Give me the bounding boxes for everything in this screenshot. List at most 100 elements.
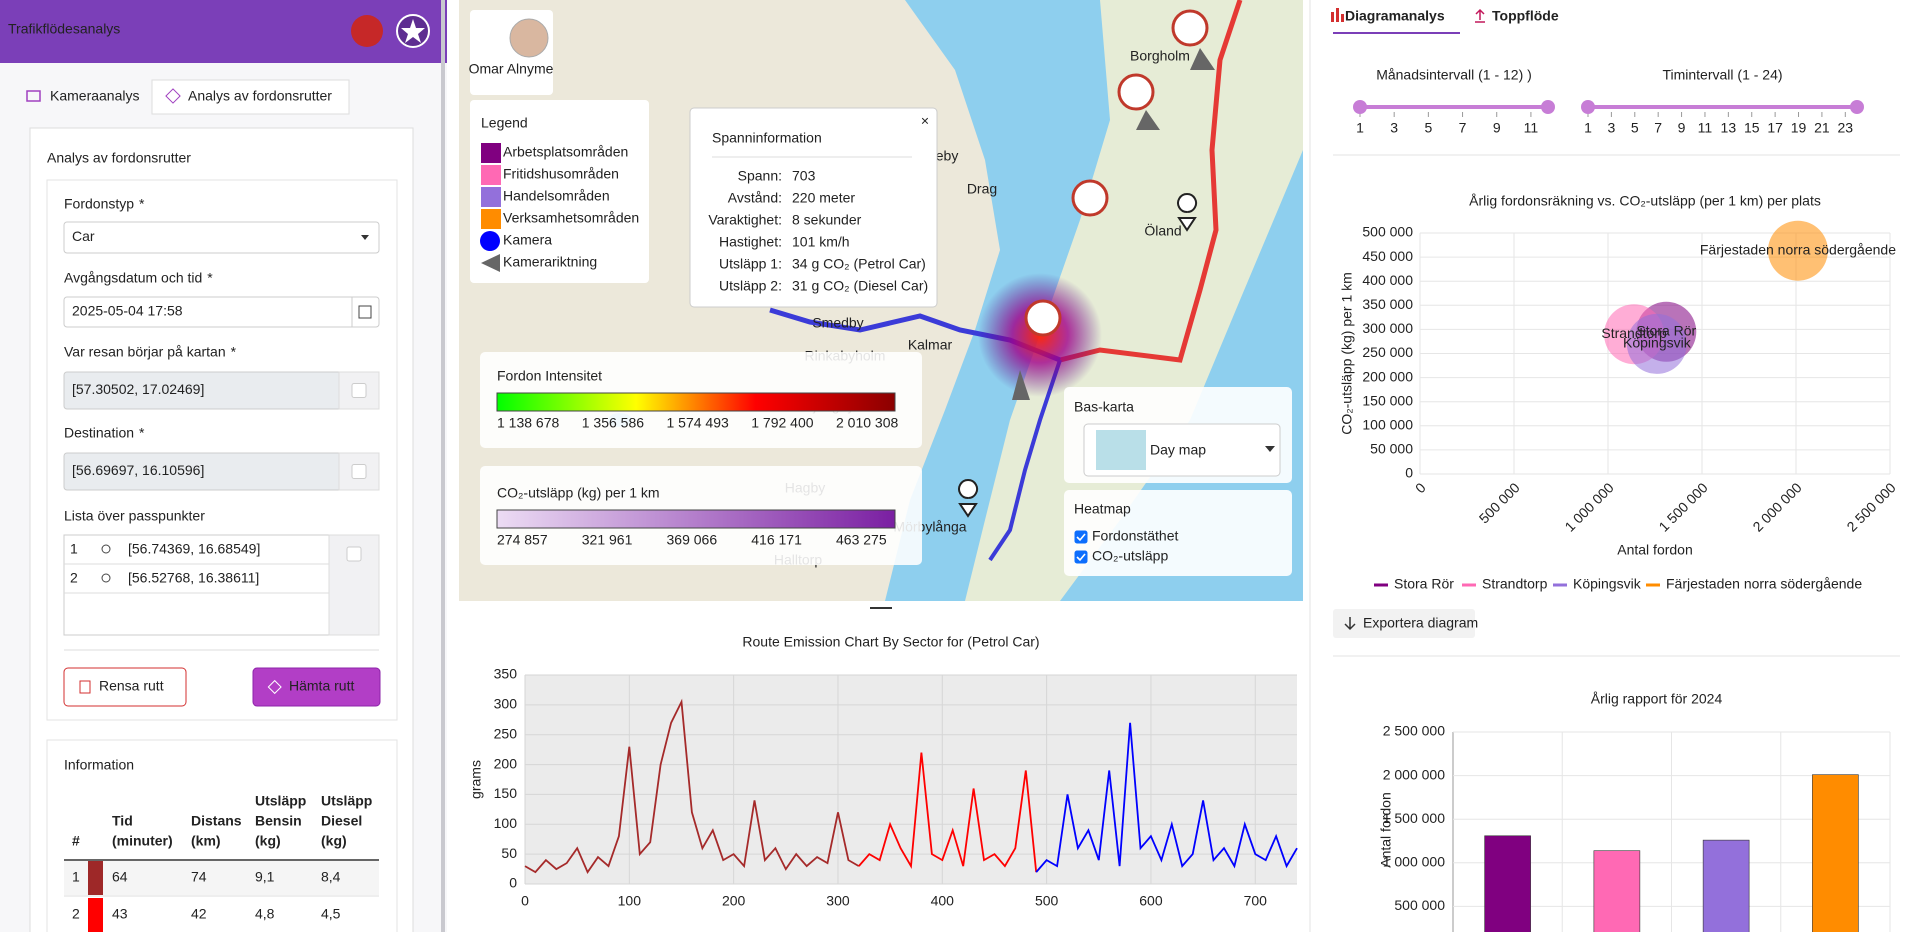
tab[interactable]: Kameraanalys (50, 88, 140, 104)
y-tick-label: 200 000 (1362, 368, 1413, 384)
y-tick-label: 200 (494, 755, 518, 771)
slider-handle[interactable] (1353, 100, 1367, 114)
popup-value: 34 g CO₂ (Petrol Car) (792, 256, 926, 272)
input[interactable] (63, 221, 380, 254)
x-tick-label: 500 000 (1476, 479, 1523, 526)
bubble (1626, 313, 1687, 374)
y-axis-label: Antal fordon (1378, 792, 1394, 868)
x-tick-label: 100 (618, 893, 642, 909)
slider-tick-label: 15 (1744, 120, 1760, 136)
legend-label: Kamera (503, 232, 552, 248)
tab[interactable]: Diagramanalys (1345, 8, 1445, 24)
slider-handle[interactable] (1581, 100, 1595, 114)
column-header: (kg) (255, 833, 281, 849)
slider-tick-label: 21 (1814, 120, 1830, 136)
bubble-label: Stora Rör (1636, 323, 1696, 339)
trash-icon (79, 680, 91, 694)
calendar-icon (358, 305, 372, 319)
place-label: Drag (967, 181, 997, 197)
tab[interactable]: Toppflöde (1492, 8, 1559, 24)
series-line (858, 752, 1038, 873)
popup-value: 703 (792, 168, 816, 184)
chart-title: Årlig fordonsräkning vs. CO₂-utsläpp (pe… (1469, 193, 1821, 209)
y-tick-label: 2 000 000 (1383, 766, 1445, 782)
checkbox[interactable] (1074, 530, 1088, 544)
bar-plot: 500 000 1 000 000 1 500 000 2 000 000 2 500 … (1378, 723, 1891, 932)
popup-title: Spanninformation (712, 130, 822, 146)
slider-tick-label: 5 (1424, 120, 1432, 136)
slider-tick-label: 11 (1698, 120, 1713, 136)
scale-label: 463 275 (836, 532, 887, 548)
legend-label: Handelsområden (503, 188, 610, 204)
x-tick-label: 300 (826, 893, 850, 909)
form-title: Analys av fordonsrutter (47, 150, 191, 166)
place-label: Kalmar (908, 337, 953, 353)
intensity-gradient (496, 392, 896, 412)
layer-label: Fordonstäthet (1092, 528, 1178, 544)
legend-label: Färjestaden norra södergående (1666, 576, 1862, 592)
waypoint-table (63, 534, 380, 636)
checkbox (346, 546, 362, 562)
popup-value: 220 meter (792, 190, 855, 206)
checkbox[interactable] (1074, 550, 1088, 564)
scale-label: 274 857 (497, 532, 548, 548)
bar (1593, 850, 1641, 932)
slider-handle[interactable] (1850, 100, 1864, 114)
legend-label: Stora Rör (1394, 576, 1454, 592)
field-label: Var resan börjar på kartan (64, 344, 226, 360)
slider-tick-label: 7 (1654, 120, 1662, 136)
header-logos (351, 14, 430, 48)
dropdown-arrow (1265, 446, 1275, 452)
y-tick-label: 450 000 (1362, 248, 1413, 264)
content: Trafikflödesanalys Kameraanalys Analys av … (8, 8, 1899, 932)
bar (1484, 835, 1531, 932)
y-tick-label: 1 500 000 (1383, 810, 1445, 826)
clear-button[interactable] (63, 667, 187, 707)
chart-title: Årlig rapport för 2024 (1591, 691, 1723, 707)
button-label: Rensa rutt (99, 678, 164, 694)
popup-key: Spann: (738, 168, 782, 184)
x-tick-label: 1 500 000 (1655, 479, 1711, 535)
y-tick-label: 1 000 000 (1383, 854, 1445, 870)
popup-key: Avstånd: (728, 190, 782, 206)
x-tick-label: 700 (1244, 893, 1268, 909)
required-mark: * (231, 344, 237, 360)
right-tab-icons (1331, 8, 1485, 23)
slider-tick-label: 17 (1767, 120, 1783, 136)
column-header: Bensin (255, 813, 302, 829)
tab-icon (165, 88, 181, 104)
slider-handle[interactable] (1541, 100, 1555, 114)
legend-swatch (481, 187, 501, 207)
legend-label: Köpingsvik (1573, 576, 1642, 592)
checkbox (351, 383, 367, 398)
y-tick-label: 250 (494, 725, 518, 741)
close-button[interactable]: × (921, 113, 929, 129)
field-label: Avgångsdatum och tid (64, 270, 202, 286)
scale-label: 1 356 586 (582, 415, 644, 431)
pins[interactable] (958, 193, 1198, 518)
legend-label: Verksamhetsområden (503, 210, 639, 226)
scrollbar[interactable] (441, 0, 445, 932)
tab[interactable]: Analys av fordonsrutter (188, 88, 332, 104)
waypoint-coords: [56.52768, 16.38611] (128, 570, 259, 586)
legend-label: Fritidshusområden (503, 166, 619, 182)
cell: 9,1 (255, 869, 275, 885)
export-button[interactable] (1333, 609, 1475, 638)
x-tick-label: 600 (1139, 893, 1163, 909)
co2-gradient (496, 509, 896, 529)
camera-icons[interactable] (1024, 9, 1209, 337)
row-color (88, 898, 103, 932)
route-icon (267, 679, 282, 695)
y-tick-label: 250 000 (1362, 344, 1413, 360)
fetch-button[interactable] (252, 667, 381, 707)
popup-value: 101 km/h (792, 234, 850, 250)
popup-key: Hastighet: (719, 234, 782, 250)
legend-swatch (481, 209, 501, 229)
required-mark: * (207, 270, 213, 286)
scale-title: CO₂-utsläpp (kg) per 1 km (497, 485, 660, 501)
panel-title: Bas-karta (1074, 399, 1134, 415)
input[interactable] (63, 296, 380, 328)
place-label: Borgholm (1130, 48, 1190, 64)
map[interactable]: BorgholmÖlandKalmarSmedbyRinkabyholmLjun… (459, 0, 1303, 601)
layer-label: CO₂-utsläpp (1092, 548, 1168, 564)
